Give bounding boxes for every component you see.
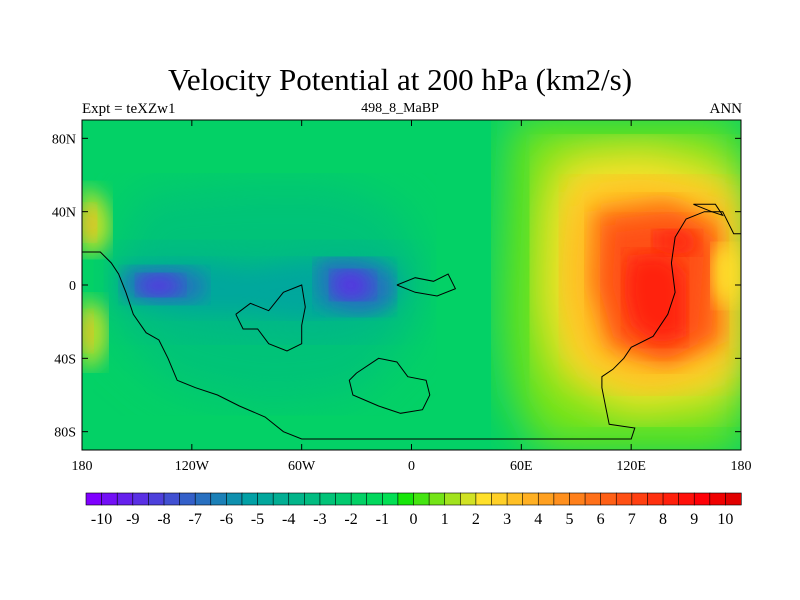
- colorbar-label: -4: [282, 511, 295, 528]
- colorbar-box: [210, 492, 227, 506]
- colorbar-label: 9: [690, 511, 698, 528]
- x-tick-label: 180: [72, 459, 93, 474]
- coastline-equatorial-island: [396, 273, 457, 297]
- colorbar-box: [569, 492, 586, 506]
- y-tick-label: 40S: [54, 352, 76, 367]
- colorbar-label: -5: [251, 511, 264, 528]
- colorbar-box: [459, 492, 477, 506]
- colorbar-label: 0: [410, 511, 418, 528]
- contour-level-16: [623, 252, 687, 344]
- colorbar-label: 1: [441, 511, 449, 528]
- colorbar-label: 3: [503, 511, 511, 528]
- colorbar-box: [693, 492, 711, 506]
- colorbar-box: [475, 492, 493, 506]
- contour-level-18: [711, 244, 741, 307]
- colorbar-box: [366, 492, 383, 506]
- colorbar-box: [319, 492, 337, 506]
- coastlines: [82, 203, 741, 440]
- x-tick-label: 180: [731, 459, 752, 474]
- colorbar-label: 6: [597, 511, 605, 528]
- contour-level-8: [82, 204, 97, 241]
- colorbar-box: [537, 492, 555, 506]
- colorbar-box: [85, 492, 103, 506]
- contour-level-6: [331, 270, 375, 300]
- colorbar-label: -3: [313, 511, 326, 528]
- x-tick-label: 120E: [616, 459, 646, 474]
- colorbar-box: [382, 492, 399, 506]
- colorbar-box: [116, 492, 134, 506]
- contour-level-5: [136, 274, 185, 296]
- colorbar-box: [194, 492, 212, 506]
- x-axis: 180 120W 60W 0 60E 120E 180: [72, 120, 752, 474]
- y-tick-label: 80N: [52, 132, 76, 147]
- season-label: ANN: [709, 101, 743, 117]
- colorbar-label: -6: [220, 511, 233, 528]
- colorbar-label: -10: [91, 511, 112, 528]
- colorbar-box: [335, 492, 352, 506]
- colorbar-box: [584, 492, 602, 506]
- colorbar-box: [288, 492, 305, 506]
- y-tick-label: 0: [69, 279, 76, 294]
- y-tick-label: 40N: [52, 206, 76, 221]
- colorbar-label: -1: [376, 511, 389, 528]
- coastline-central-continent: [235, 284, 306, 352]
- chart-title: Velocity Potential at 200 hPa (km2/s): [167, 62, 633, 97]
- contour-level-7: [82, 184, 112, 256]
- coastline-northeast-island: [693, 203, 724, 217]
- colorbar: -10 -9 -8 -7 -6 -5 -4 -3 -2 -1 0 1 2 3 4 5 6 7 8 9 10: [85, 492, 742, 528]
- contour-level-9: [82, 296, 108, 370]
- colorbar-label: 7: [628, 511, 636, 528]
- colorbar-box: [272, 492, 290, 506]
- colorbar-box: [444, 492, 461, 506]
- experiment-label: Expt = teXZw1: [82, 101, 176, 117]
- x-tick-label: 0: [408, 459, 415, 474]
- colorbar-box: [678, 492, 695, 506]
- coastline-west-continent: [82, 211, 741, 440]
- colorbar-box: [132, 492, 149, 506]
- colorbar-box: [662, 492, 680, 506]
- colorbar-box: [179, 492, 196, 506]
- colorbar-label: 8: [659, 511, 667, 528]
- y-tick-label: 80S: [54, 426, 76, 441]
- x-tick-label: 120W: [175, 459, 210, 474]
- colorbar-box: [600, 492, 617, 506]
- colorbar-label: -7: [189, 511, 202, 528]
- colorbar-box: [553, 492, 571, 506]
- colorbar-label: 5: [566, 511, 574, 528]
- colorbar-box: [350, 492, 368, 506]
- contour-level-17: [653, 230, 701, 256]
- colorbar-box: [522, 492, 539, 506]
- colorbar-label: -9: [126, 511, 139, 528]
- colorbar-label: 2: [472, 511, 480, 528]
- colorbar-box: [647, 492, 664, 506]
- colorbar-box: [631, 492, 649, 506]
- colorbar-label: 10: [717, 511, 733, 528]
- colorbar-box: [506, 492, 524, 506]
- colorbar-box: [101, 492, 118, 506]
- colorbar-box: [709, 492, 727, 506]
- colorbar-box: [725, 492, 742, 506]
- colorbar-box: [257, 492, 274, 506]
- colorbar-box: [397, 492, 415, 506]
- colorbar-box: [226, 492, 243, 506]
- contour-level-10: [82, 310, 93, 351]
- colorbar-label: -8: [157, 511, 170, 528]
- y-axis: 80N 40N 0 40S 80S: [52, 132, 741, 441]
- x-tick-label: 60W: [288, 459, 316, 474]
- colorbar-box: [163, 492, 181, 506]
- case-label: 498_8_MaBP: [361, 101, 439, 116]
- colorbar-box: [304, 492, 321, 506]
- contour-field: [82, 120, 741, 450]
- x-tick-label: 60E: [510, 459, 533, 474]
- colorbar-box: [241, 492, 259, 506]
- colorbar-box: [148, 492, 165, 506]
- colorbar-box: [615, 492, 633, 506]
- colorbar-label: 4: [534, 511, 542, 528]
- colorbar-box: [428, 492, 446, 506]
- coastline-east-continent: [348, 357, 431, 414]
- colorbar-box: [413, 492, 430, 506]
- colorbar-label: -2: [344, 511, 357, 528]
- colorbar-box: [491, 492, 508, 506]
